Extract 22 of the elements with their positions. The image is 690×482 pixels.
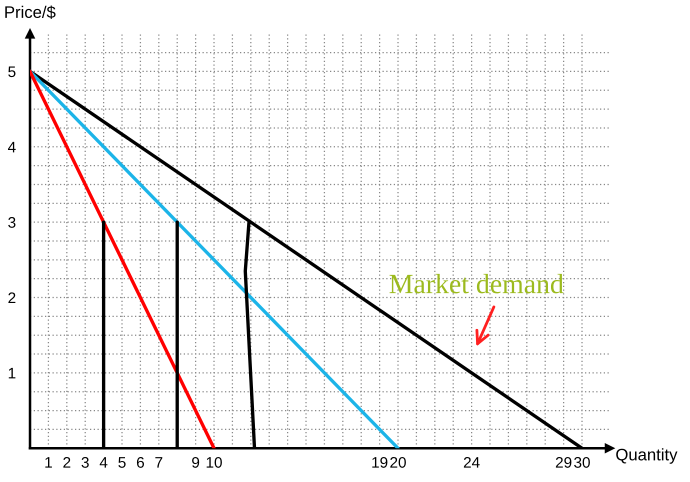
x-tick-label: 10 [206, 456, 222, 468]
x-tick-label: 3 [82, 456, 89, 468]
x-tick-label: 24 [464, 456, 480, 468]
x-tick-label: 7 [155, 457, 162, 468]
y-axis-title: Price/$ [5, 6, 56, 19]
x-tick-label: 4 [100, 457, 108, 468]
x-tick-label: 5 [118, 457, 126, 468]
y-tick-label: 2 [8, 292, 16, 304]
x-tick-label: 9 [192, 456, 200, 468]
y-tick-label: 3 [8, 217, 16, 228]
x-tick-label: 2 [63, 456, 70, 468]
x-tick-label: 19 [372, 456, 388, 468]
y-tick-label: 1 [8, 368, 16, 378]
x-tick-label: 20 [390, 456, 406, 468]
x-tick-label: 29 [556, 456, 572, 468]
x-axis-title: Quantity [616, 448, 678, 464]
x-tick-label: 6 [136, 456, 144, 468]
annotation: Market demand [390, 274, 564, 294]
y-tick-label: 4 [8, 142, 16, 152]
x-tick-label: 1 [45, 457, 52, 468]
x-tick-label: 30 [574, 456, 590, 468]
y-tick-label: 5 [8, 66, 16, 78]
